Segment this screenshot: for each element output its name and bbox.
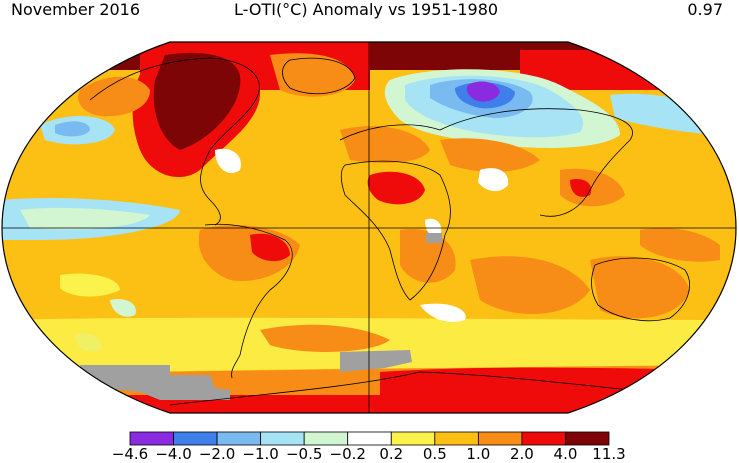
legend-swatch [303,431,349,446]
legend-swatch [216,431,262,446]
coast-north-america [89,57,260,226]
legend-tick-label: −1.0 [242,445,279,463]
legend-swatch [434,431,479,446]
legend-tick-label: −0.2 [329,445,366,463]
legend-tick-label: 0.2 [379,445,404,463]
legend-swatch [347,431,392,446]
na-extreme-zone [153,52,241,150]
legend-tick-label: 0.5 [422,445,447,463]
legend-swatch [521,431,566,446]
spacific-neutral-warm [60,273,120,297]
period-label: November 2016 [11,0,141,19]
pacific-la-nina-edge [20,207,150,230]
amazon-hot [250,233,290,262]
legend-tick-label: 2.0 [509,445,534,463]
legend-swatch [260,431,305,446]
global-mean-value: 0.97 [687,0,723,19]
legend-tick-label: −2.0 [198,445,236,463]
china-warm [560,168,625,207]
legend-tick-label: −0.5 [285,445,323,463]
coast-greenland [282,57,356,95]
legend-swatch [390,431,436,446]
legend-swatch [129,431,174,446]
npacific-cooler [55,121,90,137]
map-title: L-OTI(°C) Anomaly vs 1951-1980 [234,0,499,19]
coast-antarctica [169,371,651,406]
spacific-cool-1 [110,298,136,317]
legend-tick-label: −4.6 [111,445,149,463]
europe-warm [340,126,430,163]
greenland-zone [270,53,355,97]
eafrica-neutral [425,218,442,237]
china-hot [570,179,592,197]
gulf-neutral [215,148,241,174]
alaska-zone [78,76,150,117]
coast-eurasia [339,108,633,217]
globe-outline [1,41,737,414]
sahara-hot [367,171,425,205]
legend-tick-label: 4.0 [553,445,578,463]
missing-data-east [340,350,412,372]
siberia-coldest [466,81,500,102]
wpacific-warm [640,228,720,262]
eafrica-missing [426,233,442,243]
coast-south-america [204,223,293,379]
arabia-neutral [478,168,509,192]
legend-swatch [477,431,523,446]
indian-ocean-warm [470,256,590,314]
coast-africa [340,160,451,301]
antarctic-coast [2,395,736,413]
legend-tick-label: 1.0 [466,445,491,463]
coast-australia [591,257,690,322]
legend-swatch [173,431,218,446]
south-indian-neutral [420,303,466,322]
legend-tick-label: −4.0 [155,445,192,463]
australia-warm [590,256,690,319]
south-atlantic-warm [260,324,390,352]
legend-swatch [565,431,610,446]
legend-tick-label: 11.3 [592,445,626,463]
coastlines [89,57,690,406]
mideast-warm [440,138,540,172]
missing-data-west [80,365,230,400]
